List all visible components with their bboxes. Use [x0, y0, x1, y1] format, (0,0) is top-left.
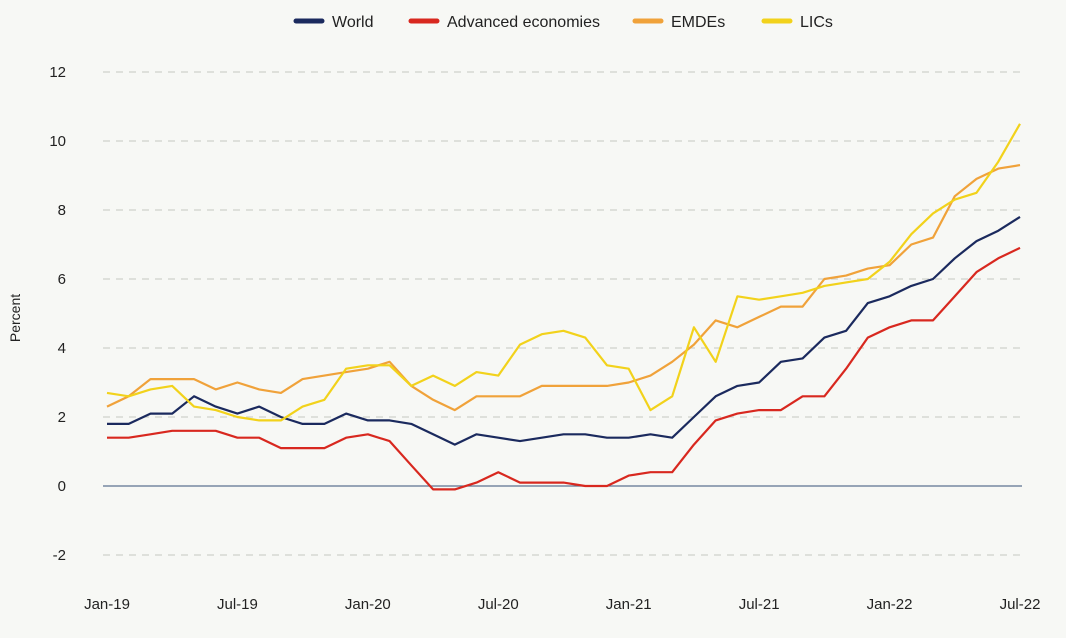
gridlines	[103, 71, 1022, 556]
x-tick-label: Jan-20	[345, 596, 391, 613]
series-line-lics	[106, 123, 1021, 422]
y-axis-ticks: -2 0 2 4 6 8 10 12	[49, 64, 66, 564]
legend-label: LICs	[800, 14, 833, 31]
legend-item-emdes: EMDEs	[632, 14, 725, 31]
y-tick-label: -2	[53, 547, 66, 564]
x-tick-label: Jan-19	[84, 596, 130, 613]
series-line-world	[107, 215, 1021, 446]
series-line-advanced-economies	[107, 246, 1021, 491]
x-tick-label: Jan-21	[606, 596, 652, 613]
y-tick-label: 8	[58, 202, 66, 219]
legend-item-world: World	[293, 14, 374, 31]
x-tick-label: Jul-19	[217, 596, 258, 613]
legend-label: Advanced economies	[447, 14, 600, 31]
legend-label: World	[332, 14, 374, 31]
x-tick-label: Jul-20	[478, 596, 519, 613]
y-tick-label: 0	[58, 478, 66, 495]
y-tick-label: 6	[58, 271, 66, 288]
y-axis-title: Percent	[7, 294, 23, 342]
y-tick-label: 10	[49, 133, 66, 150]
legend: World Advanced economies EMDEs LICs	[293, 14, 833, 31]
legend-label: EMDEs	[671, 14, 725, 31]
series-lines	[106, 123, 1021, 491]
x-tick-label: Jul-21	[739, 596, 780, 613]
x-tick-label: Jul-22	[1000, 596, 1041, 613]
legend-item-advanced-economies: Advanced economies	[408, 14, 600, 31]
x-tick-label: Jan-22	[867, 596, 913, 613]
x-axis-ticks: Jan-19 Jul-19 Jan-20 Jul-20 Jan-21 Jul-21 Jan-…	[84, 596, 1040, 613]
y-tick-label: 2	[58, 409, 66, 426]
series-line-emdes	[106, 164, 1021, 412]
legend-item-lics: LICs	[761, 14, 833, 31]
y-tick-label: 4	[58, 340, 66, 357]
y-tick-label: 12	[49, 64, 66, 81]
